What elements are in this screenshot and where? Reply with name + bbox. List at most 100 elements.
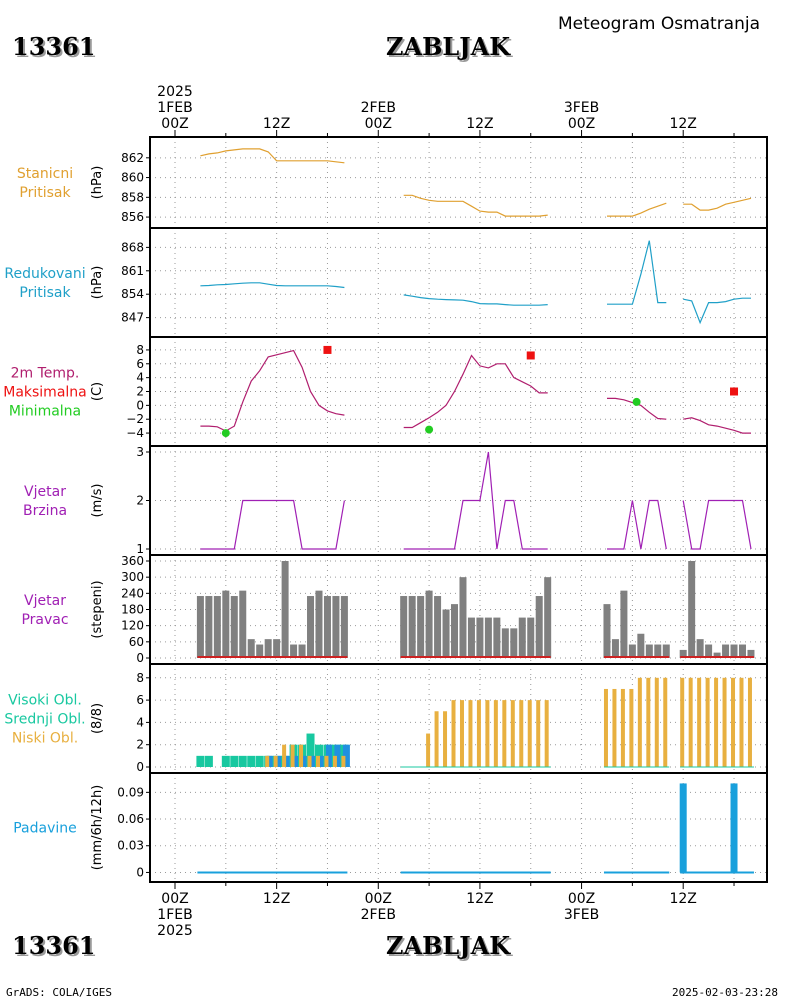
panel-frame <box>149 136 768 229</box>
cloud-low-bar <box>265 755 270 767</box>
y-tick-label: 8 <box>136 671 144 685</box>
y-tick-label: 300 <box>121 570 144 584</box>
y-tick-label: −4 <box>126 426 144 440</box>
y-axis-label: (hPa) <box>90 166 105 200</box>
panel-label: Padavine <box>13 821 77 837</box>
cloud-low-bar <box>307 755 312 767</box>
y-tick-label: 861 <box>121 264 144 278</box>
series-line <box>607 499 667 550</box>
direction-bar <box>518 617 526 658</box>
cloud-low-bar <box>680 677 685 767</box>
y-tick-label: 0 <box>136 398 144 412</box>
cloud-low-bar <box>612 688 617 767</box>
panel-frame <box>149 772 768 883</box>
cloud-low-bar <box>493 700 498 767</box>
cloud-low-bar <box>315 755 320 767</box>
cloud-high-bar <box>204 755 213 767</box>
direction-bar <box>230 596 238 658</box>
direction-bar <box>442 609 450 658</box>
cloud-low-bar <box>536 700 541 767</box>
series-line <box>200 282 345 289</box>
cloud-high-bar <box>196 755 205 767</box>
direction-bar <box>307 596 315 658</box>
cloud-low-bar <box>519 700 524 767</box>
direction-bar <box>196 596 204 658</box>
direction-bar <box>476 617 484 658</box>
direction-bar <box>662 644 670 658</box>
direction-bar <box>451 604 459 658</box>
direction-bar <box>628 644 636 658</box>
panel-label: Vjetar <box>24 484 66 500</box>
cloud-low-bar <box>620 688 625 767</box>
series-line <box>607 202 667 217</box>
panel-label: Brzina <box>23 503 67 519</box>
cloud-low-bar <box>603 688 608 767</box>
y-axis-label: (8/8) <box>90 703 105 734</box>
cloud-low-bar <box>485 700 490 767</box>
direction-bar <box>467 617 475 658</box>
cloud-low-bar <box>468 700 473 767</box>
cloud-mid-bar <box>275 755 283 767</box>
y-tick-label: 2 <box>136 738 144 752</box>
direction-bar <box>222 590 230 658</box>
direction-bar <box>527 617 535 658</box>
time-label-top: 12Z <box>669 116 696 132</box>
y-tick-label: 2 <box>136 385 144 399</box>
y-axis-label: (C) <box>90 382 105 401</box>
cloud-low-bar <box>290 744 295 767</box>
cloud-mid-bar <box>292 755 300 767</box>
cloud-low-bar <box>476 700 481 767</box>
cloud-mid-bar <box>300 755 308 767</box>
cloud-low-bar <box>299 744 304 767</box>
time-label-bottom: 3FEB <box>564 907 599 923</box>
direction-bar <box>544 577 552 658</box>
direction-bar <box>459 577 467 658</box>
cloud-low-bar <box>434 711 439 767</box>
cloud-low-bar <box>527 700 532 767</box>
cloud-low-bar <box>341 755 346 767</box>
direction-bar <box>620 590 628 658</box>
direction-bar <box>688 561 696 658</box>
tmin-marker <box>632 397 641 406</box>
cloud-low-bar <box>714 677 719 767</box>
y-tick-label: 120 <box>121 619 144 633</box>
cloud-mid-bar <box>283 755 291 767</box>
cloud-low-bar <box>663 677 668 767</box>
y-tick-label: 858 <box>121 190 144 204</box>
y-tick-label: 0.06 <box>117 812 144 826</box>
time-label-top: 00Z <box>365 116 392 132</box>
cloud-low-bar <box>654 677 659 767</box>
meteogram-subtitle: Meteogram Osmatranja <box>558 14 761 34</box>
cloud-low-bar <box>459 700 464 767</box>
direction-bar <box>679 649 687 658</box>
time-label-bottom: 12Z <box>669 891 696 907</box>
station-name-bottom: ZABLJAK <box>386 931 511 960</box>
precip-bar <box>679 783 687 873</box>
cloud-high-bar <box>247 755 256 767</box>
time-label-bottom: 00Z <box>365 891 392 907</box>
tmin-marker <box>425 425 434 434</box>
direction-bar <box>290 644 298 658</box>
panel-frame <box>149 227 768 338</box>
direction-bar <box>323 596 331 658</box>
direction-bar <box>645 644 653 658</box>
y-tick-label: 868 <box>121 240 144 254</box>
cloud-low-bar <box>646 677 651 767</box>
station-id-top: 13361 <box>12 32 96 61</box>
y-tick-label: 0.09 <box>117 785 144 799</box>
cloud-low-bar <box>510 700 515 767</box>
series-line <box>403 451 548 550</box>
cloud-low-bar <box>629 688 634 767</box>
tmax-marker <box>730 387 739 396</box>
direction-bar <box>281 561 289 658</box>
direction-bar <box>603 604 611 658</box>
y-axis-label: (m/s) <box>90 484 105 518</box>
time-label-top: 3FEB <box>564 100 599 116</box>
y-tick-label: 2 <box>136 494 144 508</box>
y-tick-label: 0 <box>136 651 144 665</box>
cloud-high-bar <box>255 755 264 767</box>
panel-label: Srednji Obl. <box>4 712 85 728</box>
panel-label: Visoki Obl. <box>8 693 82 709</box>
direction-bar <box>264 639 272 658</box>
